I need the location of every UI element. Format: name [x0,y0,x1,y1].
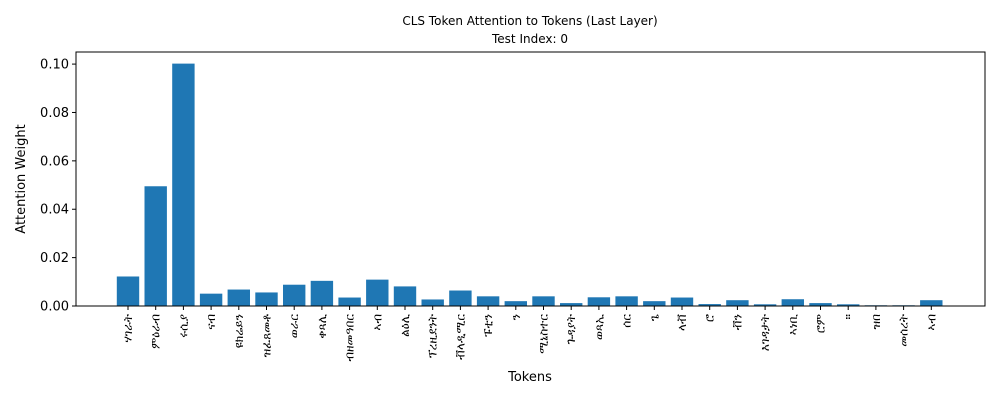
y-axis-label: Attention Weight [14,124,29,233]
bar [172,63,195,307]
bar [144,186,167,306]
x-tick-label: ፑቲን [481,314,495,337]
x-tick-label: ሩሲያ [176,314,190,338]
x-tick-label: ናብ [204,314,218,330]
bar [643,301,666,306]
x-tick-label: ወጻኢ [592,314,606,340]
bar [615,296,638,306]
bar [837,304,860,306]
x-tick-label: ኣብ [370,314,384,331]
x-tick-label: ጉዳያት [564,314,578,344]
y-axis: 0.00 0.02 0.04 0.06 0.08 0.10 [40,58,76,315]
x-tick-label: ሮ [703,314,717,322]
x-tick-label: ኣብ [924,314,938,331]
x-tick-label: ብዘመዓበር [343,314,357,362]
y-tick-label: 0.00 [40,300,69,315]
bar [366,279,389,306]
bar [255,292,278,306]
bar [116,276,140,306]
bar [920,300,943,306]
y-tick-label: 0.02 [40,251,69,266]
bar [726,300,749,306]
x-tick-label: ን [509,314,523,320]
chart-subtitle: Test Index: 0 [491,32,568,46]
x-tick-label: ዝበ [869,314,883,330]
bar [670,297,694,306]
bars-group [116,63,943,307]
x-tick-label: ልዕሊ [398,313,412,337]
x-tick-label: ሰር [620,314,634,328]
bar [338,297,361,306]
x-tick-label: እገዳታት [758,314,772,351]
x-tick-label: ቭን [730,314,744,330]
bar [421,299,444,306]
x-tick-label: ቀጻሊ [315,313,329,338]
bar [781,299,804,306]
x-tick-label: ዝፈጸመቶ [260,314,274,358]
bar [393,286,417,306]
x-tick-label: ሮም [814,314,828,333]
x-tick-label: ጌ [647,314,661,321]
y-tick-label: 0.10 [40,58,69,73]
bar [560,303,583,306]
bar [227,289,250,306]
chart-title: CLS Token Attention to Tokens (Last Laye… [402,14,657,28]
x-tick-label: ላቭ [675,314,689,331]
x-tick-label: ቭላዲሚር [453,314,467,360]
x-tick-label: ዩክሬይን [232,314,246,348]
x-tick-label: ወራር [287,314,301,339]
bar [476,296,500,306]
bar [449,290,472,306]
plot-frame [75,51,986,307]
x-axis-label: Tokens [507,370,552,385]
bar [504,301,527,306]
bar [809,303,832,306]
x-tick-label: ምዕራብ [149,314,163,349]
y-tick-label: 0.08 [40,106,69,121]
x-tick-label: መሰረት [897,314,911,347]
x-tick-label: ሚኒስተር [537,314,551,354]
bar [753,304,777,306]
x-tick-label: ። [841,314,855,320]
y-tick-label: 0.04 [40,203,69,218]
y-tick-label: 0.06 [40,154,69,169]
bar [532,296,555,306]
x-axis: ሃገራት ምዕራብ ሩሲያ ናብ ዩክሬይን ዝፈጸመቶ ወራር ቀጻሊ ብዘመዓበር ኣብ ልዕሊ… [121,306,938,362]
bar [283,284,306,306]
bar [587,297,611,306]
x-tick-label: ሃገራት [121,314,135,343]
bar [199,293,223,306]
x-tick-label: ፕረዚደንት [426,314,440,358]
bar [310,280,334,306]
x-tick-label: ኣነቢ [786,313,800,335]
bar [698,304,721,306]
